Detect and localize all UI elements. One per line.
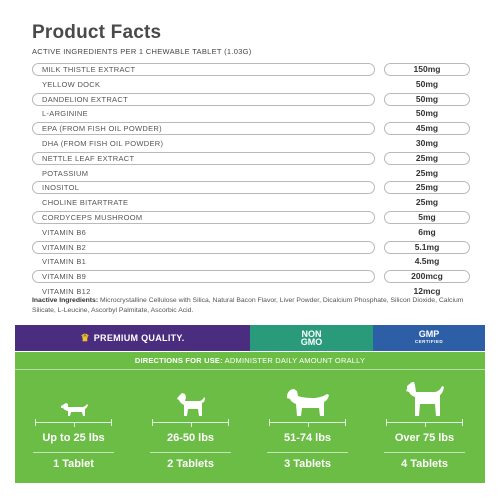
weight-range: Over 75 lbs	[394, 432, 455, 444]
dosage-column: 51-74 lbs 3 Tablets	[249, 370, 366, 483]
ingredient-amount: 30mg	[415, 137, 439, 148]
ingredient-amount: 50mg	[415, 93, 439, 104]
gmp-certified-badge: GMP CERTIFIED	[373, 325, 485, 351]
ingredient-table: MILK THISTLE EXTRACT 150mg YELLOW DOCK 50mg…	[32, 62, 470, 299]
inactive-ingredients-label: Inactive Ingredients:	[32, 297, 99, 304]
ingredient-row: DANDELION EXTRACT 50mg	[32, 92, 470, 107]
dosage-column: Over 75 lbs 4 Tablets	[366, 370, 483, 483]
ingredient-amount: 4.5mg	[414, 256, 440, 267]
non-gmo-badge: NON GMO	[250, 325, 373, 351]
medium-dog-icon	[132, 382, 249, 418]
ingredient-amount: 50mg	[415, 78, 439, 89]
extra-large-dog-icon	[366, 382, 483, 418]
ingredient-amount: 6mg	[418, 226, 436, 237]
ingredient-name: VITAMIN B12	[42, 286, 91, 296]
ingredient-row: YELLOW DOCK 50mg	[32, 77, 470, 92]
ingredient-row: VITAMIN B1 4.5mg	[32, 254, 470, 269]
small-dog-icon	[15, 382, 132, 418]
ingredient-row: INOSITOL 25mg	[32, 180, 470, 195]
product-facts-title: Product Facts	[32, 22, 162, 43]
ingredient-name: CORDYCEPS MUSHROOM	[42, 212, 143, 222]
dose-amount: 1 Tablet	[53, 458, 94, 470]
dose-amount: 4 Tablets	[401, 458, 448, 470]
premium-quality-label: PREMIUM QUALITY.	[93, 333, 185, 343]
product-facts-header: Product Facts ACTIVE INGREDIENTS PER 1 C…	[32, 22, 472, 56]
ingredient-row: VITAMIN B12 12mcg	[32, 284, 470, 299]
ingredient-name: VITAMIN B9	[42, 272, 87, 282]
ingredient-row: VITAMIN B6 6mg	[32, 225, 470, 240]
ingredient-row: POTASSIUM 25mg	[32, 166, 470, 181]
ingredient-amount: 25mg	[415, 182, 439, 193]
directions-text: ADMINISTER DAILY AMOUNT ORALLY	[222, 356, 366, 365]
ingredient-amount: 25mg	[415, 152, 439, 163]
active-ingredients-subtitle: ACTIVE INGREDIENTS PER 1 CHEWABLE TABLET…	[32, 47, 252, 56]
ingredient-amount: 5.1mg	[414, 241, 440, 252]
ingredient-row: DHA (FROM FISH OIL POWDER) 30mg	[32, 136, 470, 151]
ingredient-amount: 25mg	[415, 197, 439, 208]
ingredient-name: INOSITOL	[42, 183, 80, 193]
ingredient-amount: 5mg	[418, 211, 436, 222]
ingredient-row: EPA (FROM FISH OIL POWDER) 45mg	[32, 121, 470, 136]
dose-amount: 2 Tablets	[167, 458, 214, 470]
inactive-ingredients-text: Microcrystalline Cellulose with Silica, …	[32, 297, 464, 314]
crown-icon: ♛	[80, 332, 90, 344]
ingredient-name: NETTLE LEAF EXTRACT	[42, 153, 135, 163]
ingredient-name: VITAMIN B1	[42, 257, 87, 267]
ingredient-name: VITAMIN B2	[42, 242, 87, 252]
ingredient-name: YELLOW DOCK	[42, 79, 101, 89]
ingredient-name: EPA (FROM FISH OIL POWDER)	[42, 124, 162, 134]
non-gmo-bottom: GMO	[300, 337, 323, 347]
inactive-ingredients: Inactive Ingredients: Microcrystalline C…	[32, 296, 472, 315]
ingredient-name: L-ARGININE	[42, 109, 88, 119]
ingredient-row: VITAMIN B9 200mcg	[32, 269, 470, 284]
weight-range: 51-74 lbs	[283, 432, 332, 444]
ingredient-name: MILK THISTLE EXTRACT	[42, 65, 136, 74]
dosage-column: 26-50 lbs 2 Tablets	[132, 370, 249, 483]
ingredient-name: CHOLINE BITARTRATE	[42, 198, 129, 208]
non-gmo-top: NON	[301, 329, 322, 339]
dose-amount: 3 Tablets	[284, 458, 331, 470]
ingredient-row: CORDYCEPS MUSHROOM 5mg	[32, 210, 470, 225]
ingredient-name: DHA (FROM FISH OIL POWDER)	[42, 138, 164, 148]
ingredient-name: VITAMIN B6	[42, 227, 87, 237]
directions-heading: DIRECTIONS FOR USE: ADMINISTER DAILY AMO…	[15, 352, 485, 370]
gmp-label: GMP	[418, 329, 440, 339]
quality-banner: ♛ PREMIUM QUALITY. NON GMO GMP CERTIFIED	[15, 325, 485, 351]
directions-panel: DIRECTIONS FOR USE: ADMINISTER DAILY AMO…	[15, 352, 485, 483]
ingredient-amount: 25mg	[415, 167, 439, 178]
ingredient-amount: 150mg	[413, 64, 441, 74]
directions-label: DIRECTIONS FOR USE:	[134, 356, 223, 365]
ingredient-row: VITAMIN B2 5.1mg	[32, 240, 470, 255]
ingredient-name: DANDELION EXTRACT	[42, 94, 128, 104]
dosage-column: Up to 25 lbs 1 Tablet	[15, 370, 132, 483]
weight-range: 26-50 lbs	[166, 432, 215, 444]
ingredient-name: POTASSIUM	[42, 168, 89, 178]
large-dog-icon	[249, 382, 366, 418]
gmp-certified-label: CERTIFIED	[414, 339, 444, 344]
ingredient-row: MILK THISTLE EXTRACT 150mg	[32, 62, 470, 77]
ingredient-amount: 200mcg	[411, 271, 443, 282]
ingredient-row: CHOLINE BITARTRATE 25mg	[32, 195, 470, 210]
ingredient-row: NETTLE LEAF EXTRACT 25mg	[32, 151, 470, 166]
ingredient-amount: 45mg	[415, 123, 439, 134]
premium-quality-badge: ♛ PREMIUM QUALITY.	[15, 325, 250, 351]
weight-range: Up to 25 lbs	[42, 432, 105, 444]
ingredient-row: L-ARGININE 50mg	[32, 106, 470, 121]
ingredient-amount: 12mcg	[413, 285, 441, 296]
ingredient-amount: 50mg	[415, 108, 439, 119]
